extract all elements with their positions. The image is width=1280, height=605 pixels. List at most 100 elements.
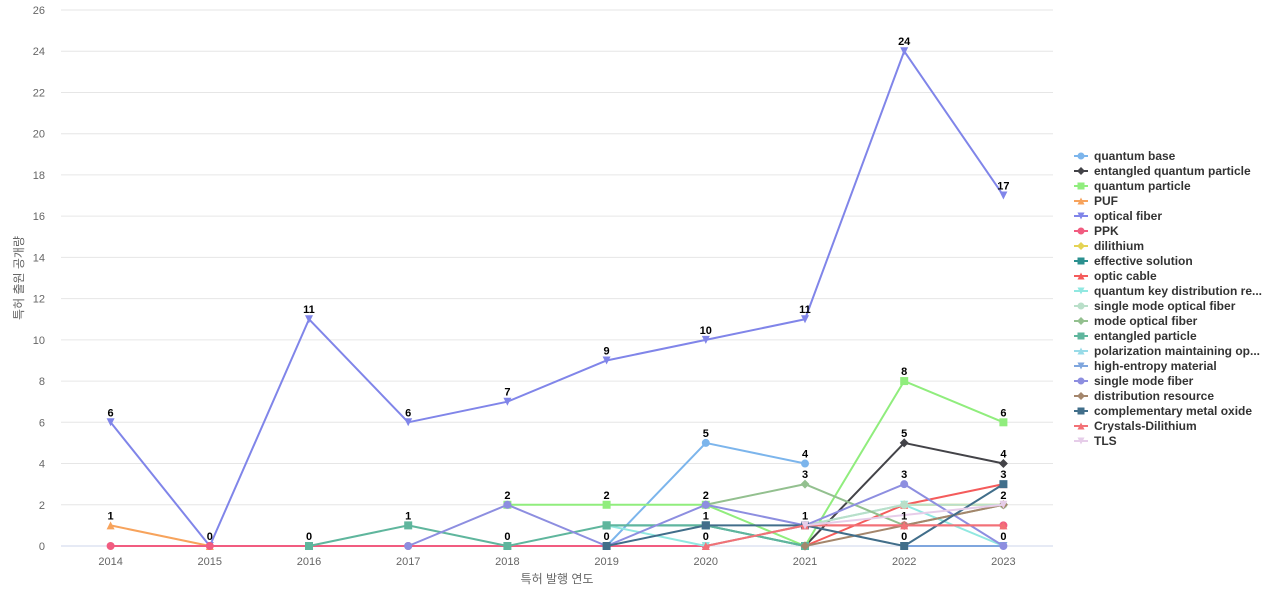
legend-item[interactable]: optic cable	[1074, 269, 1157, 283]
data-point	[404, 418, 413, 427]
data-label: 8	[901, 366, 907, 378]
data-label: 0	[1000, 531, 1006, 543]
series-line	[109, 524, 211, 547]
data-label: 5	[901, 428, 907, 440]
gridlines	[61, 9, 1053, 506]
data-label: 2	[1000, 490, 1006, 502]
legend-item[interactable]: optical fiber	[1074, 209, 1162, 223]
legend-marker	[1077, 317, 1085, 325]
y-tick-label: 26	[33, 5, 45, 17]
legend-item[interactable]: quantum particle	[1074, 179, 1191, 193]
legend-marker	[1077, 227, 1085, 235]
data-point	[999, 521, 1008, 530]
series-line	[704, 524, 1005, 547]
legend-marker	[1077, 272, 1085, 280]
data-point	[503, 397, 512, 406]
legend-item[interactable]: mode optical fiber	[1074, 314, 1198, 328]
data-point	[106, 521, 115, 530]
legend-item[interactable]: Crystals-Dilithium	[1074, 419, 1197, 433]
legend-label: complementary metal oxide	[1094, 404, 1252, 418]
data-label: 1	[703, 510, 709, 522]
legend-marker	[1077, 257, 1085, 265]
data-point	[800, 541, 810, 551]
data-label: 17	[997, 181, 1009, 193]
legend-item[interactable]: distribution resource	[1074, 389, 1214, 403]
legend-marker	[1077, 302, 1085, 310]
data-point	[999, 542, 1008, 550]
data-label: 5	[703, 428, 709, 440]
legend-item[interactable]: dilithium	[1074, 239, 1144, 253]
legend-item[interactable]: complementary metal oxide	[1074, 404, 1252, 418]
legend-item[interactable]: high-entropy material	[1074, 359, 1217, 373]
y-tick-label: 14	[33, 252, 45, 264]
legend-marker	[1077, 197, 1085, 205]
legend-item[interactable]: single mode fiber	[1074, 374, 1194, 388]
data-label: 0	[901, 531, 907, 543]
data-point	[999, 500, 1008, 509]
legend-marker	[1077, 347, 1085, 355]
legend-label: optic cable	[1094, 269, 1157, 283]
legend-item[interactable]: polarization maintaining op...	[1074, 344, 1260, 358]
data-point	[900, 500, 909, 509]
data-point	[602, 356, 611, 365]
legend-label: PUF	[1094, 194, 1118, 208]
data-label: 9	[604, 345, 610, 357]
y-tick-label: 2	[39, 500, 45, 512]
y-tick-label: 8	[39, 376, 45, 388]
series-line	[804, 503, 1005, 527]
data-point	[801, 521, 809, 530]
legend-marker	[1077, 362, 1085, 370]
legend-marker	[1077, 182, 1085, 190]
legend-item[interactable]: PPK	[1074, 224, 1119, 238]
legend-item[interactable]: quantum key distribution re...	[1074, 284, 1262, 298]
data-point	[900, 480, 909, 489]
data-label: 10	[700, 325, 712, 337]
legend-label: high-entropy material	[1094, 359, 1217, 373]
data-point	[999, 480, 1008, 489]
data-label: 1	[405, 510, 411, 522]
y-tick-label: 12	[33, 294, 45, 306]
legend-label: distribution resource	[1094, 389, 1214, 403]
data-label: 7	[504, 387, 510, 399]
data-label: 0	[703, 531, 709, 543]
legend-marker	[1077, 407, 1085, 415]
y-tick-label: 24	[33, 46, 45, 58]
data-label: 6	[108, 407, 114, 419]
legend-label: effective solution	[1094, 254, 1193, 268]
legend-item[interactable]: entangled quantum particle	[1074, 164, 1251, 178]
series-19	[801, 500, 1008, 530]
data-point	[503, 542, 512, 550]
legend-label: single mode fiber	[1094, 374, 1194, 388]
y-tick-label: 0	[39, 541, 45, 553]
data-label: 3	[1000, 469, 1006, 481]
legend-marker	[1077, 242, 1085, 250]
x-tick-label: 2017	[396, 556, 420, 568]
data-point	[404, 542, 413, 550]
series-4	[106, 47, 1008, 550]
legend-item[interactable]: TLS	[1074, 434, 1117, 448]
x-tick-label: 2014	[98, 556, 122, 568]
legend-item[interactable]: PUF	[1074, 194, 1118, 208]
data-label: 0	[604, 531, 610, 543]
y-tick-label: 20	[33, 129, 45, 141]
x-tick-label: 2016	[297, 556, 321, 568]
legend-label: polarization maintaining op...	[1094, 344, 1260, 358]
legend-label: dilithium	[1094, 239, 1144, 253]
data-point	[900, 521, 909, 530]
legend-item[interactable]: entangled particle	[1074, 329, 1197, 343]
data-point	[205, 542, 214, 550]
legend-item[interactable]: effective solution	[1074, 254, 1193, 268]
x-axis-ticks: 2014 2015 2016 2017 2018 2019 2020 2021 2022 2023	[98, 556, 1015, 568]
x-tick-label: 2022	[892, 556, 916, 568]
legend-item[interactable]: single mode optical fiber	[1074, 299, 1236, 313]
legend-item[interactable]: quantum base	[1074, 149, 1176, 163]
data-label: 2	[504, 490, 510, 502]
data-point	[602, 521, 611, 530]
legend-label: quantum key distribution re...	[1094, 284, 1262, 298]
legend-label: optical fiber	[1094, 209, 1162, 223]
series-layer	[106, 47, 1008, 551]
